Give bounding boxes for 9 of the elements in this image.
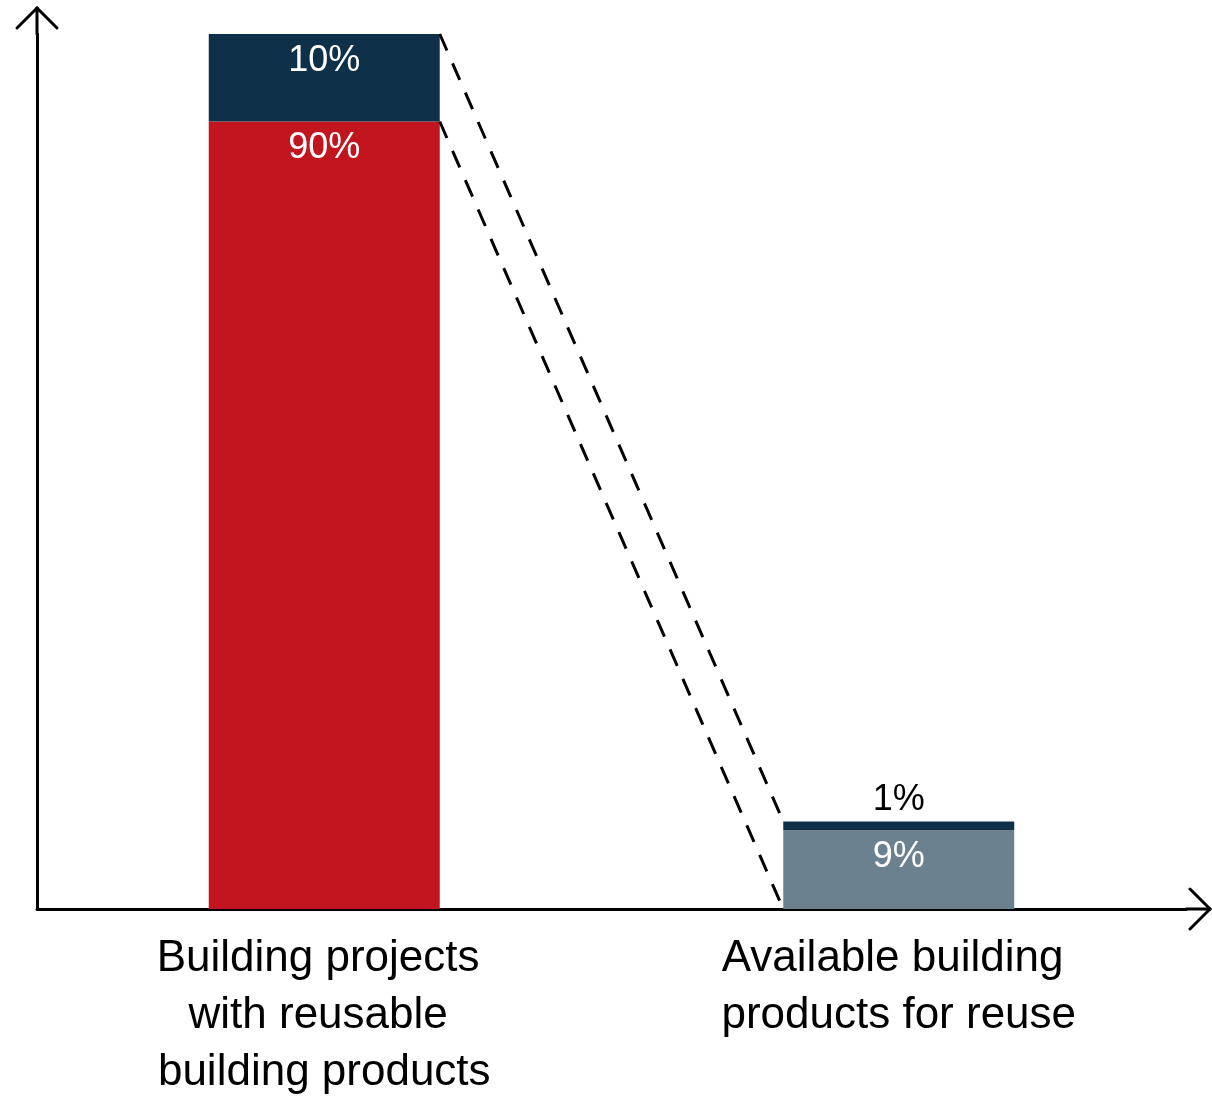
bar [783, 821, 1015, 831]
data-label: 10% [288, 37, 361, 79]
x-tick-label: Available building products for reuse [721, 931, 1077, 1037]
data-label: 90% [288, 125, 361, 166]
data-label: 9% [872, 833, 925, 875]
data-label: 1% [872, 777, 925, 818]
bar [783, 830, 1015, 909]
bar [208, 34, 440, 122]
x-tick-label: Building projects with reusable building products [156, 931, 492, 1094]
